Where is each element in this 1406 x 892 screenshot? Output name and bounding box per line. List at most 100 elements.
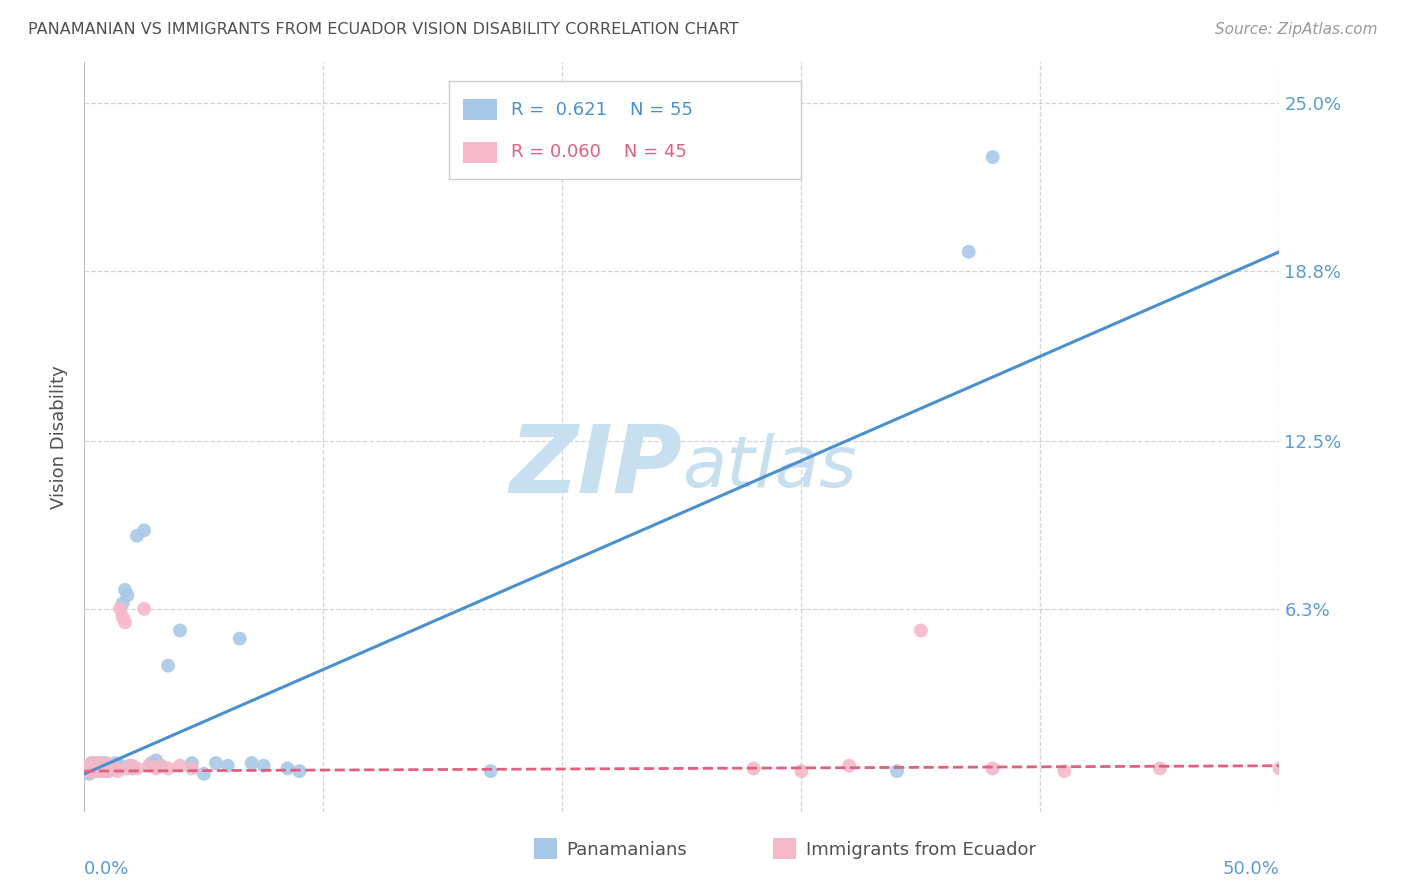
Point: [94, 756, 117, 770]
Point: [93, 758, 115, 772]
Point: [117, 588, 139, 602]
Point: [149, 758, 172, 772]
Point: [138, 758, 160, 772]
Point: [97, 758, 120, 772]
Text: ZIP: ZIP: [509, 421, 682, 513]
Point: [76, 764, 98, 779]
Point: [742, 761, 765, 775]
Point: [93, 764, 115, 779]
Point: [90, 758, 112, 772]
Point: [141, 756, 163, 770]
Point: [77, 758, 100, 772]
Text: Source: ZipAtlas.com: Source: ZipAtlas.com: [1215, 22, 1378, 37]
Point: [181, 761, 204, 775]
Point: [80, 756, 103, 770]
Point: [80, 761, 103, 775]
Point: [288, 764, 311, 779]
Point: [479, 764, 502, 779]
Point: [77, 761, 100, 775]
Point: [83, 758, 105, 772]
Point: [87, 761, 110, 775]
Point: [94, 761, 117, 775]
Point: [1149, 761, 1171, 775]
Point: [181, 756, 204, 770]
Point: [1053, 764, 1076, 779]
Text: PANAMANIAN VS IMMIGRANTS FROM ECUADOR VISION DISABILITY CORRELATION CHART: PANAMANIAN VS IMMIGRANTS FROM ECUADOR VI…: [28, 22, 740, 37]
Point: [157, 761, 180, 775]
Point: [125, 761, 148, 775]
Point: [93, 758, 115, 772]
Text: Panamanians: Panamanians: [567, 841, 688, 859]
Point: [107, 764, 129, 779]
Point: [87, 756, 110, 770]
Point: [205, 756, 228, 770]
Point: [94, 761, 117, 775]
Point: [132, 602, 156, 616]
Point: [193, 767, 215, 781]
Point: [77, 767, 100, 781]
Point: [790, 764, 813, 779]
Point: [217, 758, 239, 772]
Text: Immigrants from Ecuador: Immigrants from Ecuador: [806, 841, 1036, 859]
Point: [90, 764, 112, 779]
Point: [80, 761, 103, 775]
Point: [101, 758, 124, 772]
Point: [149, 758, 172, 772]
Text: R =  0.621    N = 55: R = 0.621 N = 55: [510, 101, 693, 119]
Point: [104, 761, 127, 775]
Point: [886, 764, 908, 779]
Point: [118, 758, 141, 772]
Point: [86, 764, 108, 779]
Point: [104, 756, 127, 770]
Point: [87, 758, 110, 772]
Point: [83, 764, 105, 779]
Point: [145, 753, 167, 767]
Point: [169, 758, 191, 772]
Point: [981, 150, 1004, 164]
Point: [76, 761, 98, 775]
Point: [97, 764, 120, 779]
Point: [100, 761, 122, 775]
Point: [83, 761, 105, 775]
Bar: [463, 142, 496, 163]
Point: [97, 764, 120, 779]
Point: [93, 761, 115, 775]
Point: [80, 756, 103, 770]
Point: [90, 761, 112, 775]
Text: atlas: atlas: [682, 433, 856, 501]
Point: [86, 761, 108, 775]
Point: [157, 658, 180, 673]
Point: [111, 610, 134, 624]
Point: [87, 761, 110, 775]
Point: [76, 764, 98, 779]
Bar: [463, 99, 496, 120]
Point: [97, 758, 120, 772]
Point: [145, 761, 167, 775]
Point: [86, 764, 108, 779]
Point: [169, 624, 191, 638]
Point: [117, 761, 139, 775]
Point: [83, 764, 105, 779]
Point: [957, 244, 980, 259]
Point: [80, 764, 103, 779]
Point: [132, 524, 156, 538]
Point: [229, 632, 252, 646]
Point: [981, 761, 1004, 775]
Point: [110, 602, 132, 616]
Point: [77, 764, 100, 779]
Y-axis label: Vision Disability: Vision Disability: [51, 365, 69, 509]
Point: [121, 761, 143, 775]
Point: [86, 761, 108, 775]
Text: 0.0%: 0.0%: [84, 861, 129, 879]
Point: [110, 758, 132, 772]
Point: [121, 758, 143, 772]
Point: [90, 756, 112, 770]
Point: [111, 596, 134, 610]
Point: [114, 582, 136, 597]
Point: [100, 761, 122, 775]
Point: [107, 761, 129, 775]
Point: [253, 758, 276, 772]
Point: [86, 756, 108, 770]
FancyBboxPatch shape: [449, 81, 801, 178]
Point: [125, 529, 148, 543]
